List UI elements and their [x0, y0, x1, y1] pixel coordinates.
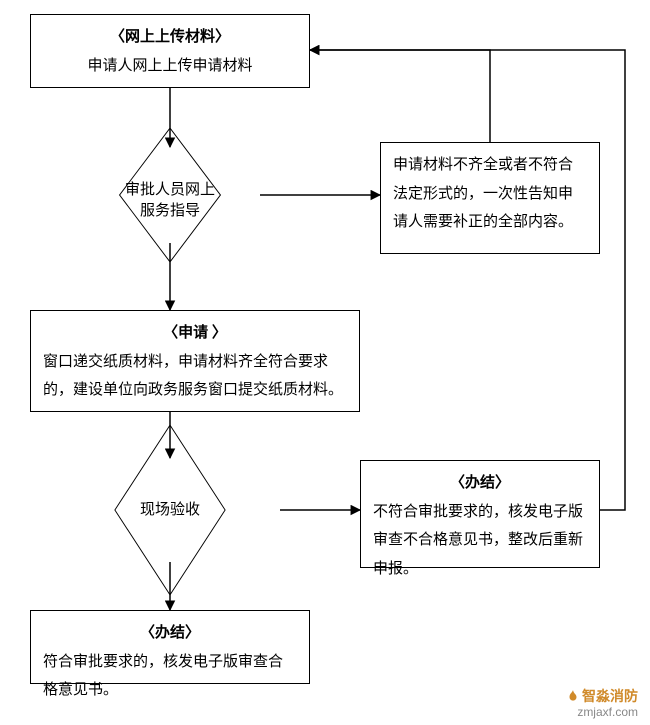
watermark: 智淼消防 zmjaxf.com: [566, 688, 638, 719]
node-guide: [80, 147, 260, 243]
node-upload-title: 〈网上上传材料〉: [43, 23, 297, 52]
node-apply-title: 〈申请 〉: [43, 319, 347, 348]
node-approve-body: 符合审批要求的，核发电子版审查合格意见书。: [43, 648, 297, 705]
node-approve-title: 〈办结〉: [43, 619, 297, 648]
flame-icon: [566, 689, 580, 703]
node-notice-body: 申请材料不齐全或者不符合法定形式的，一次性告知申请人需要补正的全部内容。: [393, 151, 587, 237]
node-reject-body: 不符合审批要求的，核发电子版审查不合格意见书，整改后重新申报。: [373, 498, 587, 584]
node-upload-body: 申请人网上上传申请材料: [43, 52, 297, 81]
node-inspect: [60, 458, 280, 562]
node-notice: 申请材料不齐全或者不符合法定形式的，一次性告知申请人需要补正的全部内容。: [380, 142, 600, 254]
watermark-url: zmjaxf.com: [577, 705, 638, 719]
node-apply: 〈申请 〉 窗口递交纸质材料，申请材料齐全符合要求的，建设单位向政务服务窗口提交…: [30, 310, 360, 412]
node-approve: 〈办结〉 符合审批要求的，核发电子版审查合格意见书。: [30, 610, 310, 684]
node-upload: 〈网上上传材料〉 申请人网上上传申请材料: [30, 14, 310, 88]
node-reject-title: 〈办结〉: [373, 469, 587, 498]
node-reject: 〈办结〉 不符合审批要求的，核发电子版审查不合格意见书，整改后重新申报。: [360, 460, 600, 568]
watermark-brand: 智淼消防: [582, 688, 638, 704]
node-apply-body: 窗口递交纸质材料，申请材料齐全符合要求的，建设单位向政务服务窗口提交纸质材料。: [43, 348, 347, 405]
